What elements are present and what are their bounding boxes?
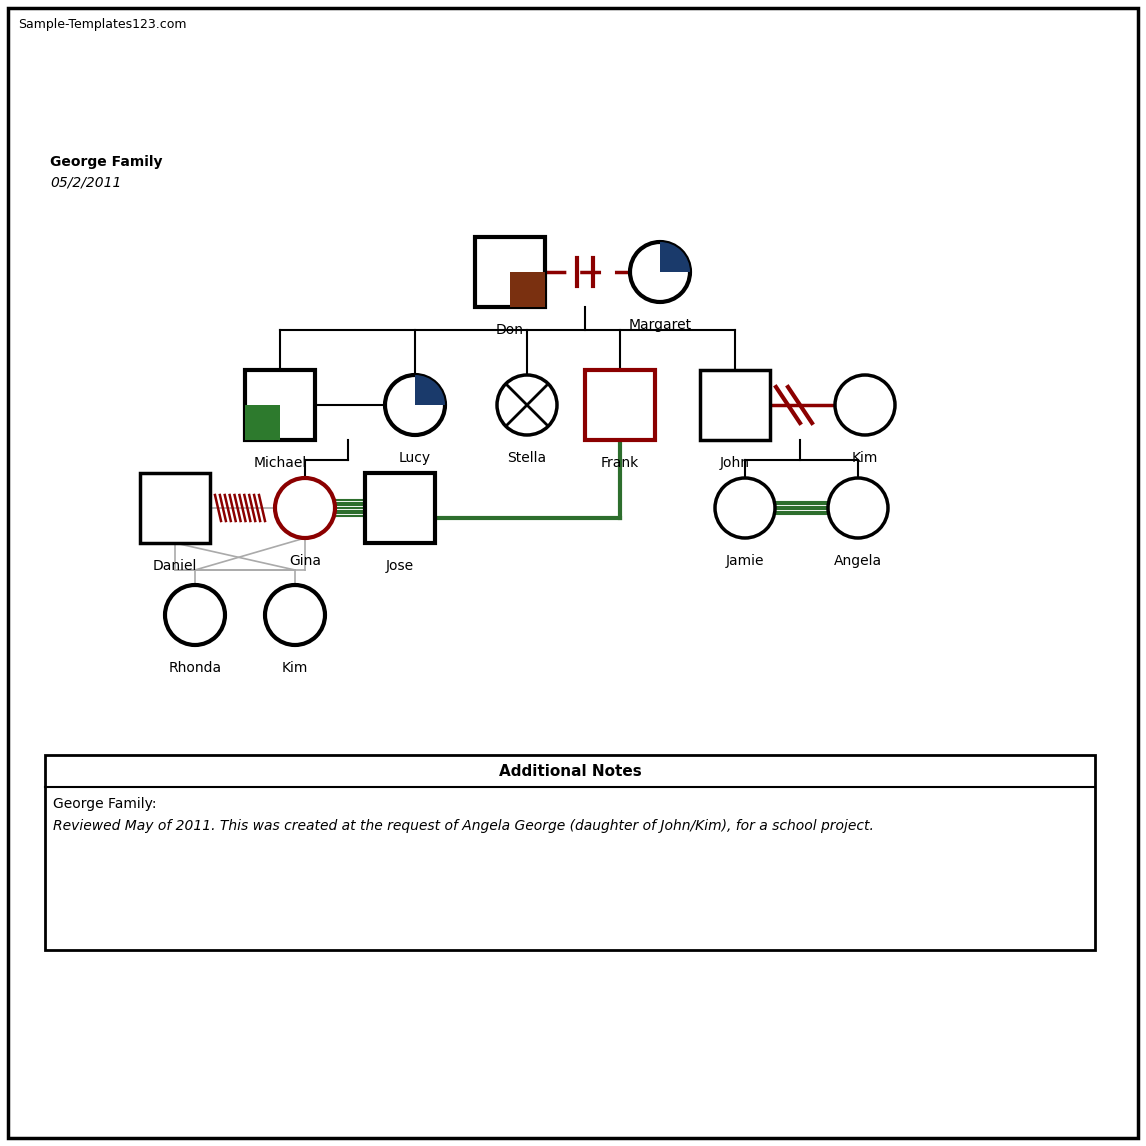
- Text: Jose: Jose: [386, 559, 414, 573]
- Circle shape: [630, 242, 690, 303]
- Text: George Family:: George Family:: [53, 796, 157, 811]
- Text: Daniel: Daniel: [152, 559, 197, 573]
- Text: Margaret: Margaret: [628, 317, 691, 332]
- Bar: [140, 473, 210, 543]
- Text: Jamie: Jamie: [725, 554, 764, 568]
- Circle shape: [829, 478, 888, 537]
- Text: John: John: [720, 456, 749, 470]
- Bar: [245, 370, 315, 440]
- Wedge shape: [660, 242, 690, 272]
- Text: Frank: Frank: [601, 456, 639, 470]
- Bar: [45, 755, 1094, 950]
- Circle shape: [265, 584, 325, 645]
- Text: Sample-Templates123.com: Sample-Templates123.com: [18, 18, 187, 31]
- Bar: [584, 370, 656, 440]
- Circle shape: [385, 375, 445, 435]
- Text: Kim: Kim: [282, 661, 308, 675]
- Text: Don: Don: [496, 323, 524, 337]
- Text: Kim: Kim: [851, 452, 878, 465]
- Text: Michael: Michael: [253, 456, 307, 470]
- Text: Stella: Stella: [508, 452, 547, 465]
- Circle shape: [835, 375, 895, 435]
- Bar: [364, 473, 435, 543]
- Text: George Family: George Family: [50, 155, 163, 168]
- Bar: [474, 237, 545, 307]
- Wedge shape: [415, 375, 445, 405]
- Text: Lucy: Lucy: [399, 452, 431, 465]
- Text: 05/2/2011: 05/2/2011: [50, 175, 121, 189]
- Text: Rhonda: Rhonda: [168, 661, 221, 675]
- Circle shape: [165, 584, 225, 645]
- Text: Gina: Gina: [289, 554, 321, 568]
- Circle shape: [715, 478, 775, 537]
- Text: Reviewed May of 2011. This was created at the request of Angela George (daughter: Reviewed May of 2011. This was created a…: [53, 819, 874, 833]
- Bar: [245, 405, 280, 440]
- Text: Additional Notes: Additional Notes: [499, 763, 642, 778]
- Text: Angela: Angela: [834, 554, 882, 568]
- Circle shape: [497, 375, 557, 435]
- Circle shape: [275, 478, 335, 537]
- Bar: [700, 370, 770, 440]
- Bar: [510, 272, 545, 307]
